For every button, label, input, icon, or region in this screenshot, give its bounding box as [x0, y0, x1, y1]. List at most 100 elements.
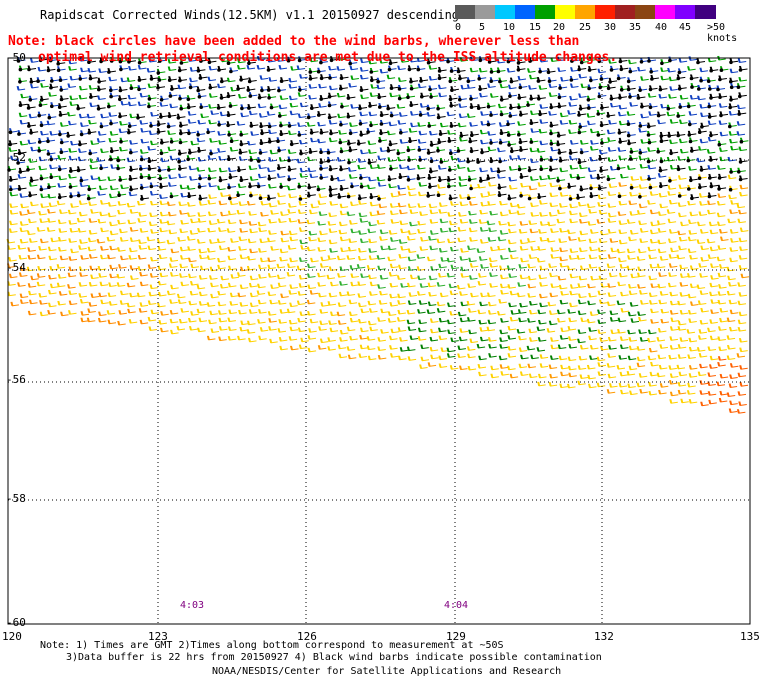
- contamination-dot: [316, 69, 321, 74]
- wind-barb: [377, 284, 386, 289]
- wind-barb: [246, 265, 256, 271]
- contamination-dot: [69, 194, 73, 199]
- wind-barb: [149, 212, 158, 218]
- wind-barb: [327, 255, 337, 260]
- wind-barb: [150, 256, 159, 262]
- wind-barb: [539, 212, 548, 217]
- wind-barb: [228, 265, 237, 271]
- contamination-dot: [199, 59, 203, 63]
- contamination-dot: [228, 175, 233, 180]
- wind-barb: [656, 263, 666, 269]
- contamination-dot: [426, 106, 431, 111]
- wind-barb: [679, 309, 689, 315]
- contamination-dot: [686, 158, 691, 163]
- wind-barb: [497, 174, 506, 179]
- wind-barb: [248, 110, 258, 116]
- contamination-dot: [237, 168, 241, 173]
- wind-barb: [726, 290, 736, 296]
- wind-barb: [568, 372, 577, 378]
- wind-barb: [277, 200, 286, 205]
- wind-barb: [459, 136, 468, 142]
- wind-barb: [269, 149, 279, 155]
- contamination-dot: [308, 150, 313, 154]
- wind-barb: [677, 300, 686, 306]
- wind-barb: [639, 238, 648, 243]
- contamination-dot: [589, 186, 593, 191]
- wind-barb: [78, 245, 87, 250]
- wind-barb: [638, 155, 648, 161]
- wind-barb: [718, 346, 727, 352]
- wind-barb: [720, 236, 729, 242]
- wind-barb: [247, 238, 257, 244]
- wind-barb: [469, 67, 479, 73]
- wind-barb: [7, 281, 16, 286]
- wind-barb: [159, 227, 168, 233]
- wind-barb: [567, 383, 576, 389]
- wind-barb: [17, 282, 26, 287]
- contamination-dot: [698, 185, 702, 190]
- wind-barb: [488, 337, 497, 342]
- wind-barb: [249, 302, 259, 308]
- wind-barb: [357, 293, 366, 298]
- wind-barb: [507, 325, 517, 331]
- contamination-dot: [220, 79, 224, 84]
- wind-barb: [376, 176, 386, 182]
- wind-barb: [119, 228, 128, 234]
- wind-barb: [258, 335, 267, 341]
- contamination-dot: [658, 168, 663, 173]
- wind-barb: [678, 138, 688, 144]
- contamination-dot: [16, 59, 21, 63]
- scale-label-25: 25: [579, 22, 592, 33]
- wind-barb: [736, 131, 746, 136]
- contamination-dot: [107, 70, 111, 74]
- contamination-dot: [47, 185, 51, 189]
- wind-barb: [438, 92, 447, 98]
- wind-barb: [147, 145, 156, 151]
- wind-barb: [237, 58, 246, 64]
- wind-barb: [388, 271, 398, 277]
- wind-barb: [69, 95, 78, 101]
- wind-barb: [710, 263, 719, 268]
- contamination-dot: [149, 77, 154, 81]
- wind-barb: [59, 255, 69, 261]
- wind-barb: [587, 120, 596, 126]
- lon-label-123: 123: [148, 630, 168, 643]
- contamination-dot: [738, 160, 743, 164]
- wind-barb: [197, 218, 207, 223]
- wind-barb: [509, 373, 519, 379]
- wind-barb: [179, 273, 188, 278]
- wind-barb: [609, 238, 619, 243]
- contamination-dot: [600, 106, 604, 110]
- wind-barb: [288, 203, 297, 208]
- wind-barb: [569, 302, 578, 308]
- wind-barb: [377, 155, 386, 161]
- wind-barb: [118, 264, 127, 269]
- wind-barb: [167, 130, 176, 135]
- color-swatch: [595, 5, 616, 19]
- wind-barb: [7, 291, 16, 297]
- contamination-dot: [489, 70, 494, 74]
- contamination-dot: [537, 97, 541, 101]
- wind-barb: [217, 83, 226, 89]
- wind-barb: [516, 203, 526, 209]
- wind-barb: [127, 308, 136, 314]
- wind-barb: [40, 193, 49, 199]
- wind-barb: [718, 397, 728, 403]
- wind-barb: [696, 284, 706, 290]
- wind-barb: [377, 317, 386, 322]
- wind-barb: [527, 263, 536, 269]
- wind-barb: [148, 291, 158, 297]
- contamination-dot: [436, 115, 441, 120]
- wind-barb: [417, 336, 427, 341]
- wind-barb: [319, 309, 328, 314]
- wind-barb: [488, 181, 497, 187]
- wind-barb: [436, 238, 446, 244]
- wind-barb: [580, 83, 590, 89]
- contamination-dot: [147, 167, 152, 171]
- wind-barb: [227, 317, 236, 323]
- wind-barb: [490, 373, 499, 379]
- contamination-dot: [226, 61, 231, 65]
- wind-barb: [389, 301, 398, 307]
- wind-barb: [609, 310, 619, 316]
- wind-barb: [537, 246, 546, 251]
